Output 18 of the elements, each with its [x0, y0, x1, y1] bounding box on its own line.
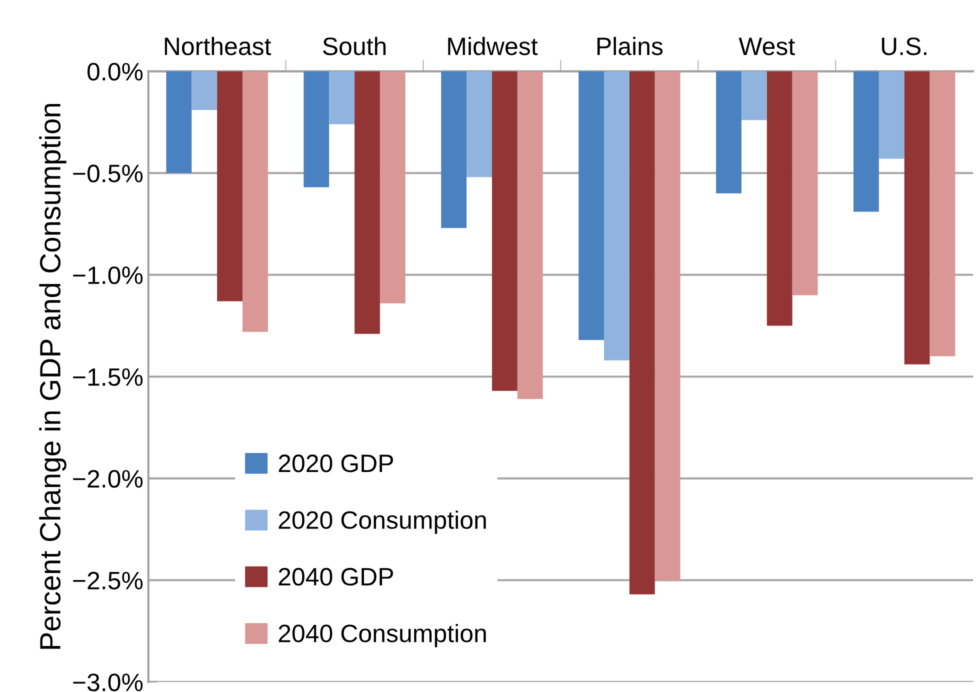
- legend-label: 2040 Consumption: [278, 624, 486, 648]
- legend-label: 2020 GDP: [278, 454, 393, 472]
- x-tick-label: Northeast: [164, 36, 272, 56]
- y-tick-label: −1.5%: [73, 368, 143, 386]
- legend-label: 2040 GDP: [278, 568, 393, 586]
- y-tick-label: −0.5%: [73, 164, 143, 182]
- x-tick-label: U.S.: [882, 38, 926, 56]
- x-tick-label: South: [323, 36, 386, 56]
- y-tick-label: −2.5%: [73, 572, 143, 590]
- y-tick-label: −1.0%: [73, 266, 143, 284]
- x-tick-label: Plains: [597, 36, 663, 56]
- y-tick-label: 0.0%: [87, 62, 143, 81]
- y-tick-label: −2.0%: [73, 470, 143, 488]
- legend-label: 2020 Consumption: [278, 510, 486, 534]
- x-tick-label: Midwest: [448, 36, 538, 56]
- y-tick-label: −3.0%: [73, 674, 143, 692]
- x-tick-label: West: [738, 38, 795, 56]
- y-axis-title: Percent Change in GDP and Consumption: [39, 104, 66, 649]
